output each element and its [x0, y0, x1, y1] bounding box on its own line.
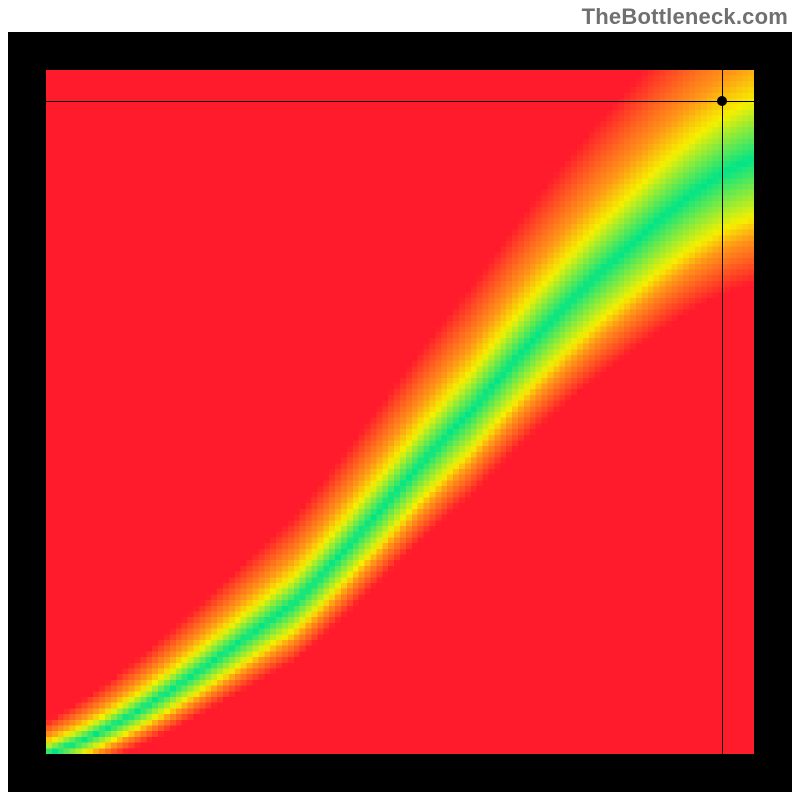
- crosshair-horizontal: [46, 101, 754, 102]
- plot-outer-frame: [8, 32, 792, 792]
- crosshair-vertical: [722, 70, 723, 754]
- chart-container: TheBottleneck.com: [0, 0, 800, 800]
- attribution-text: TheBottleneck.com: [582, 4, 788, 30]
- heatmap-canvas: [46, 70, 754, 754]
- marker-dot: [717, 96, 727, 106]
- plot-inner-area: [46, 70, 754, 754]
